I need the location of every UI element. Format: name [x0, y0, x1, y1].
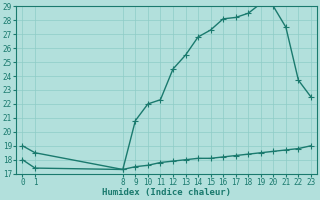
X-axis label: Humidex (Indice chaleur): Humidex (Indice chaleur)	[102, 188, 231, 197]
